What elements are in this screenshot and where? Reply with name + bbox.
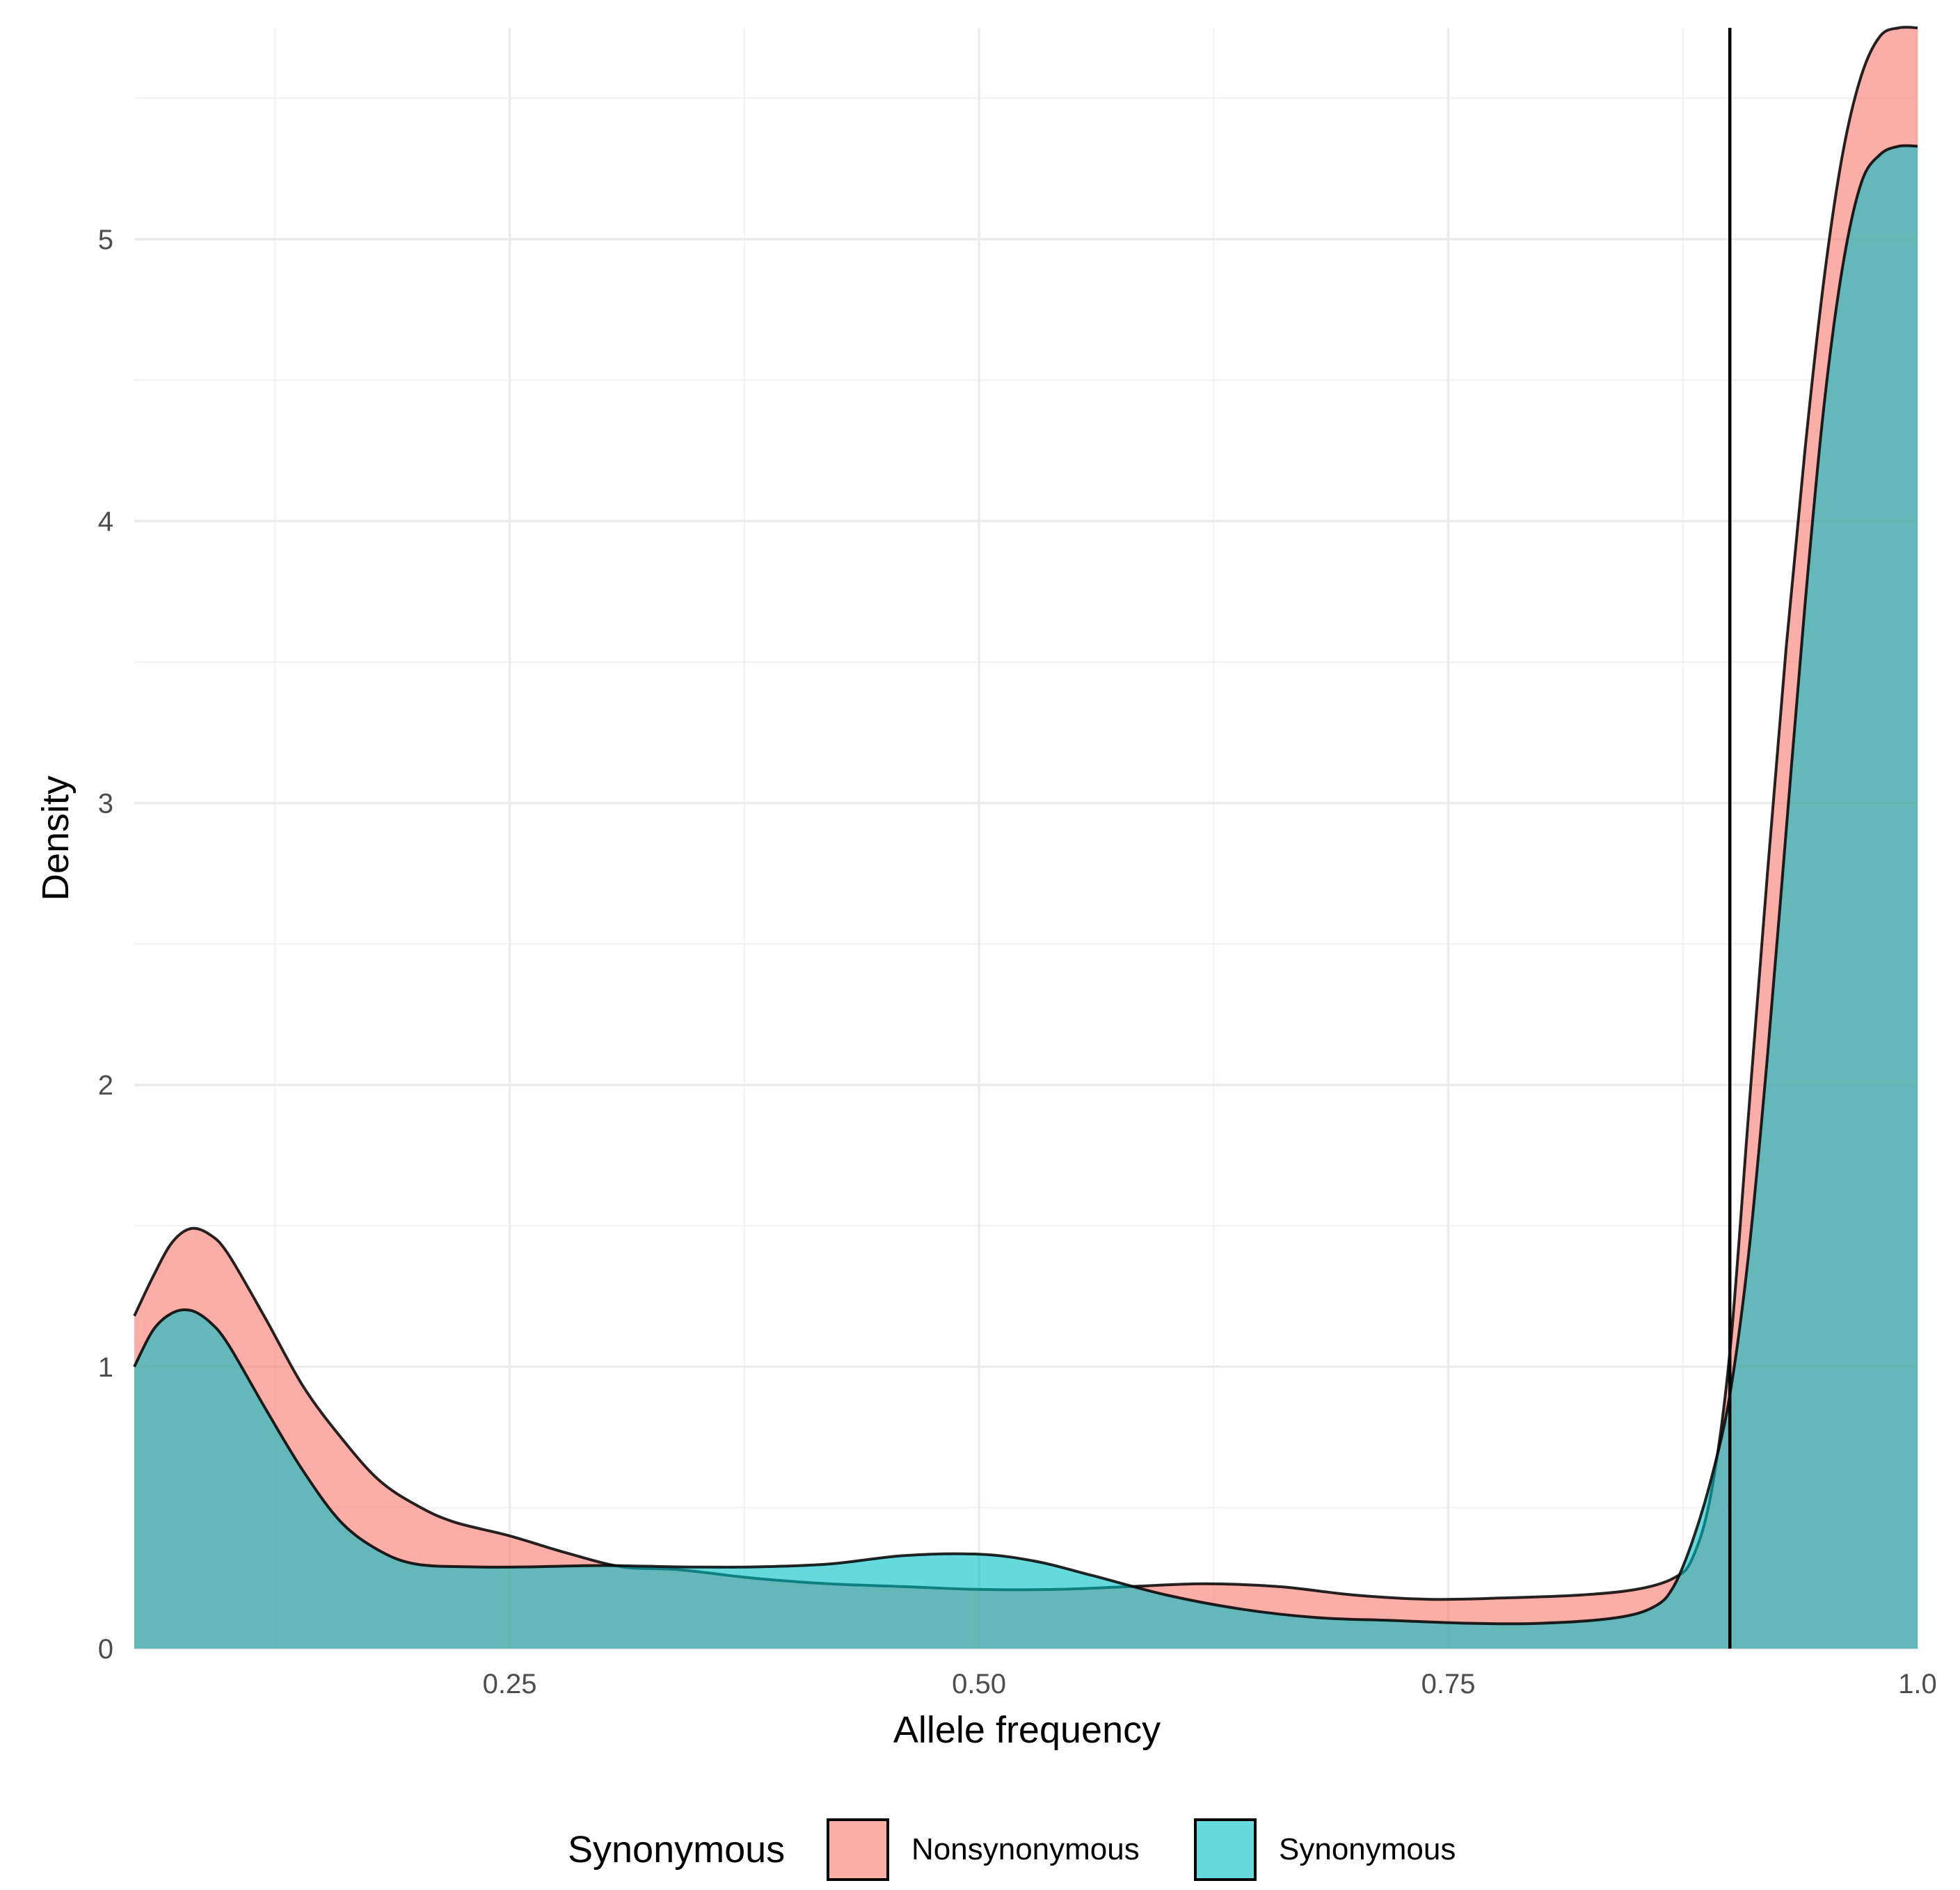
density-outline-nonsynonymous bbox=[133, 26, 1918, 1601]
density-area-nonsynonymous bbox=[134, 27, 1918, 1649]
legend-key-nonsynonymous bbox=[827, 1818, 889, 1881]
density-areas bbox=[133, 26, 1918, 1649]
x-tick-label: 0.25 bbox=[483, 1669, 537, 1699]
y-tick-label: 2 bbox=[98, 1071, 113, 1101]
density-area-synonymous bbox=[134, 145, 1918, 1649]
x-axis-title: Allele frequency bbox=[893, 1709, 1161, 1751]
y-tick-label: 4 bbox=[98, 506, 113, 537]
x-tick-label: 0.75 bbox=[1421, 1669, 1476, 1699]
legend-label-synonymous: Synonymous bbox=[1279, 1832, 1456, 1866]
legend-title: Synonymous bbox=[568, 1829, 785, 1871]
y-axis-ticks: 0 1 2 3 4 5 bbox=[98, 225, 113, 1665]
legend-key-synonymous bbox=[1194, 1818, 1257, 1881]
y-tick-label: 1 bbox=[98, 1352, 113, 1383]
x-tick-label: 0.50 bbox=[952, 1669, 1006, 1699]
y-tick-label: 5 bbox=[98, 225, 113, 255]
y-tick-label: 3 bbox=[98, 788, 113, 819]
y-axis-title: Density bbox=[35, 776, 77, 901]
legend: Synonymous Nonsynonymous Synonymous bbox=[568, 1818, 1456, 1881]
grid bbox=[134, 28, 1919, 1650]
density-outline-synonymous bbox=[133, 144, 1918, 1626]
y-tick-label: 0 bbox=[98, 1634, 113, 1665]
x-axis-ticks: 0.25 0.50 0.75 1.0 bbox=[483, 1669, 1937, 1699]
legend-label-nonsynonymous: Nonsynonymous bbox=[911, 1832, 1140, 1866]
x-tick-label: 1.0 bbox=[1898, 1669, 1937, 1699]
